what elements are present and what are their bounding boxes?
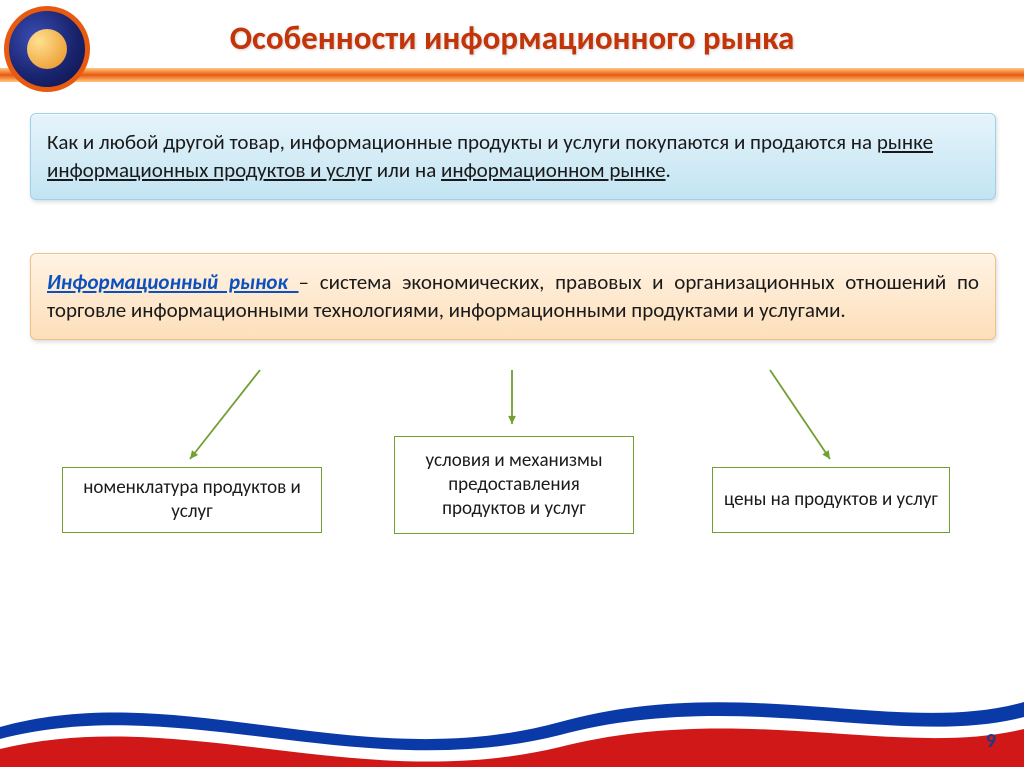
footer-wave xyxy=(0,667,1024,767)
child-box: условия и механизмы предоставления проду… xyxy=(394,436,634,534)
intro-box: Как и любой другой товар, информационные… xyxy=(30,113,996,200)
intro-text-end: . xyxy=(666,157,671,183)
definition-term: Информационный рынок xyxy=(47,269,299,295)
intro-text-mid: или на xyxy=(372,157,441,183)
slide-title: Особенности информационного рынка xyxy=(230,18,795,58)
child-box: цены на продуктов и услуг xyxy=(712,467,950,533)
page-number: 9 xyxy=(986,729,996,753)
intro-text-pre: Как и любой другой товар, информационные… xyxy=(47,129,877,155)
header-band xyxy=(0,68,1024,82)
definition-box: Информационный рынок – система экономиче… xyxy=(30,253,996,340)
slide-title-wrap: Особенности информационного рынка xyxy=(0,18,1024,58)
intro-underline-2: информационном рынке xyxy=(441,157,666,183)
child-box: номенклатура продуктов и услуг xyxy=(62,467,322,533)
